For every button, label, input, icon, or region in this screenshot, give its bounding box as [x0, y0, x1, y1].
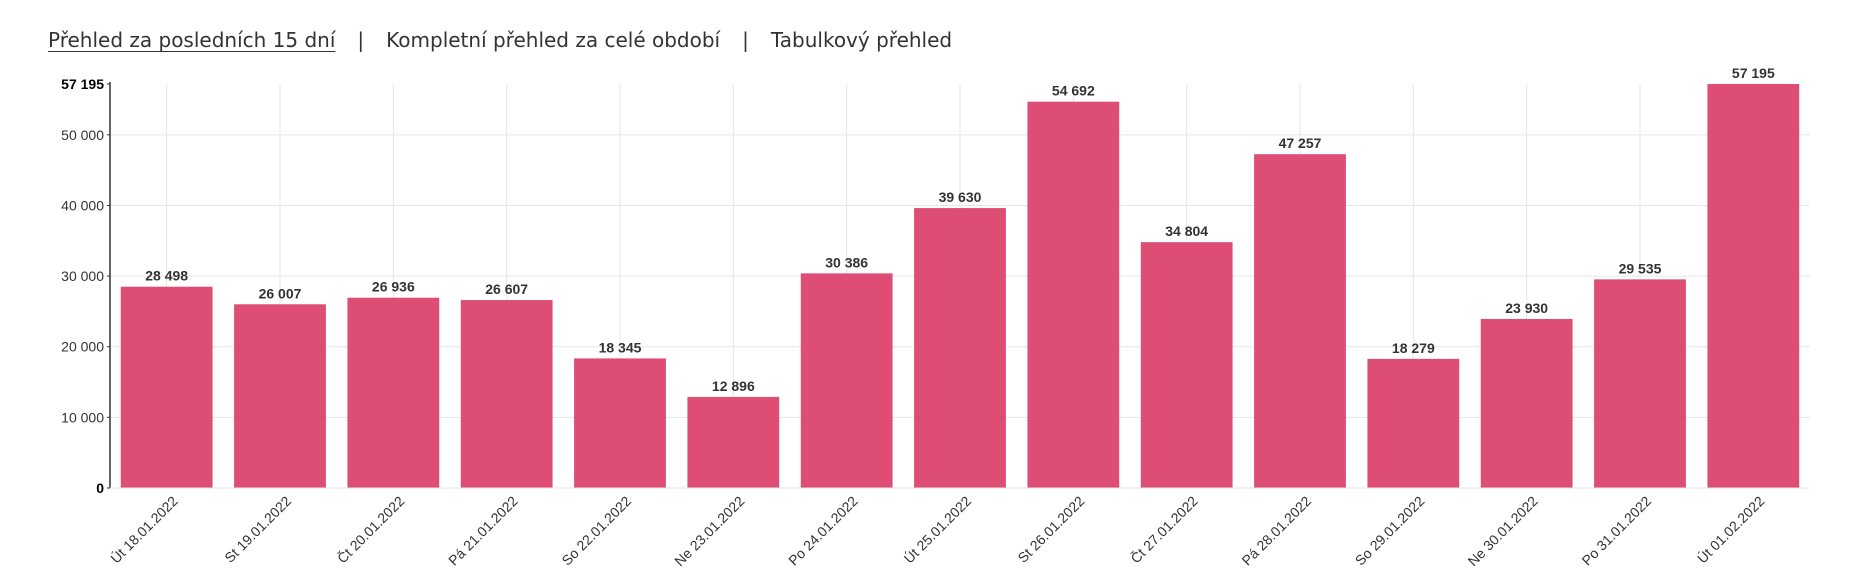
bar: [347, 297, 440, 488]
x-tick-label: Ne 23.01.2022: [671, 493, 747, 569]
bar-value-label: 39 630: [939, 189, 982, 205]
bar-value-label: 18 279: [1392, 340, 1435, 356]
bar-value-label: 57 195: [1732, 65, 1775, 81]
x-tick-label: Út 18.01.2022: [107, 493, 181, 567]
tab-separator: |: [742, 28, 749, 52]
bar: [1254, 154, 1346, 488]
x-tick-label: Po 31.01.2022: [1578, 493, 1654, 569]
x-tick-label: So 29.01.2022: [1352, 493, 1428, 569]
view-tabs: Přehled za posledních 15 dní | Kompletní p…: [48, 28, 952, 52]
bar: [1027, 101, 1120, 488]
bar: [800, 273, 893, 488]
bar-value-label: 26 607: [485, 281, 528, 297]
y-tick-label: 30 000: [61, 268, 104, 284]
y-tick-label: 10 000: [61, 409, 104, 425]
bar: [1140, 242, 1233, 488]
bar-value-label: 23 930: [1505, 300, 1548, 316]
tab-last-15-days[interactable]: Přehled za posledních 15 dní: [48, 28, 336, 52]
bar: [687, 396, 780, 488]
bar-value-label: 18 345: [599, 339, 642, 355]
x-tick-label: Čt 27.01.2022: [1127, 493, 1201, 567]
x-tick-label: Čt 20.01.2022: [334, 493, 408, 567]
bar-value-label: 29 535: [1619, 260, 1662, 276]
x-tick-label: Pá 28.01.2022: [1238, 493, 1314, 569]
tab-full-period[interactable]: Kompletní přehled za celé období: [386, 28, 721, 52]
x-tick-label: Po 24.01.2022: [785, 493, 861, 569]
bar: [574, 358, 666, 488]
y-tick-label: 57 195: [61, 76, 104, 92]
bar: [1594, 279, 1686, 488]
bar: [1707, 84, 1800, 488]
bar-value-label: 34 804: [1165, 223, 1208, 239]
y-tick-label: 50 000: [61, 127, 104, 143]
x-tick-label: Ne 30.01.2022: [1465, 493, 1541, 569]
y-tick-label: 0: [96, 480, 104, 496]
x-tick-label: St 19.01.2022: [221, 493, 294, 566]
bar-value-label: 47 257: [1279, 135, 1322, 151]
bar: [234, 304, 326, 488]
bar: [914, 208, 1006, 488]
bar-value-label: 30 386: [825, 254, 868, 270]
tab-separator: |: [357, 28, 365, 52]
bar-value-label: 12 896: [712, 378, 755, 394]
y-tick-label: 20 000: [61, 339, 104, 355]
x-tick-label: St 26.01.2022: [1014, 493, 1087, 566]
axes-layer: 0 10 000 20 000 30 000 40 000 50 000 57 195: [61, 76, 1810, 496]
y-tick-label: 40 000: [61, 197, 104, 213]
bar-value-label: 28 498: [145, 268, 188, 284]
x-tick-label: So 22.01.2022: [558, 493, 634, 569]
x-tick-label: Pá 21.01.2022: [445, 493, 521, 569]
x-tick-label: Út 01.02.2022: [1694, 493, 1768, 567]
bar-value-label: 26 936: [372, 279, 415, 295]
bar: [1367, 358, 1460, 488]
bar-value-label: 26 007: [259, 285, 302, 301]
bar-value-label: 54 692: [1052, 83, 1095, 99]
bar: [460, 300, 553, 488]
bar: [1480, 318, 1573, 488]
x-tick-label: Út 25.01.2022: [901, 493, 975, 567]
tab-table-view[interactable]: Tabulkový přehled: [770, 28, 953, 52]
bar: [120, 286, 213, 488]
bars-layer: [120, 84, 1800, 488]
